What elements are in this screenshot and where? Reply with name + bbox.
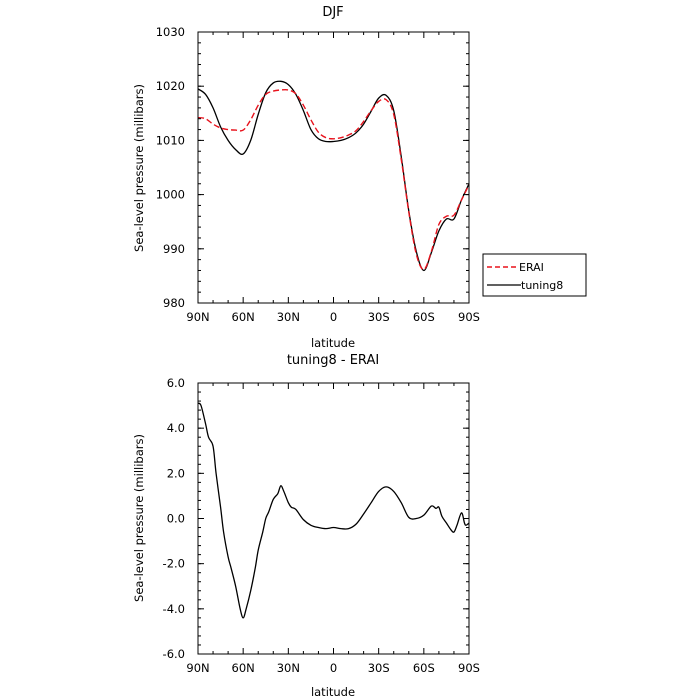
- x-tick-label: 90S: [458, 661, 480, 675]
- y-tick-label: 980: [163, 296, 185, 310]
- top-chart: DJF 90N 60N 30N 0 30S 60S 90S 980 990 1000 1010 10…: [132, 5, 587, 350]
- bottom-chart-title: tuning8 - ERAI: [287, 353, 379, 368]
- bottom-chart: tuning8 - ERAI 90N 60N 30N 0 30S 60S 90S -6.0 -…: [132, 353, 480, 699]
- bottom-plot-frame: [197, 382, 470, 655]
- legend-box: [482, 253, 587, 297]
- legend-label-tuning8: tuning8: [521, 279, 563, 292]
- y-tick-label: 990: [163, 242, 185, 256]
- x-tick-label: 30N: [277, 661, 300, 675]
- bottom-x-axis-label: latitude: [311, 685, 355, 699]
- top-x-axis-label: latitude: [311, 336, 355, 350]
- y-tick-label: 0.0: [167, 512, 185, 526]
- bottom-y-axis-label: Sea-level pressure (millibars): [132, 434, 146, 602]
- x-tick-label: 90N: [186, 310, 209, 324]
- x-tick-label: 60S: [413, 310, 435, 324]
- y-tick-label: 1020: [156, 79, 185, 93]
- x-tick-label: 0: [330, 310, 337, 324]
- y-tick-label: 2.0: [167, 466, 185, 480]
- legend: ERAI tuning8: [482, 253, 587, 297]
- series-line-difference-0: [197, 402, 470, 619]
- y-tick-label: -2.0: [163, 557, 185, 571]
- x-tick-label: 60N: [232, 310, 255, 324]
- y-tick-label: 1010: [156, 133, 185, 147]
- legend-label-erai: ERAI: [519, 261, 544, 274]
- x-tick-label: 30S: [368, 661, 390, 675]
- x-tick-label: 30S: [368, 310, 390, 324]
- y-tick-label: -6.0: [163, 647, 185, 661]
- x-tick-label: 30N: [277, 310, 300, 324]
- x-tick-label: 60N: [232, 661, 255, 675]
- series-line-erai: [197, 88, 470, 271]
- x-tick-label: 0: [330, 661, 337, 675]
- series-line-tuning8: [197, 80, 470, 272]
- y-tick-label: 6.0: [167, 376, 185, 390]
- x-tick-label: 90S: [458, 310, 480, 324]
- y-tick-label: 4.0: [167, 421, 185, 435]
- top-y-axis-label: Sea-level pressure (millibars): [132, 84, 146, 252]
- x-tick-label: 60S: [413, 661, 435, 675]
- y-tick-label: 1000: [156, 188, 185, 202]
- y-tick-label: 1030: [156, 25, 185, 39]
- y-tick-label: -4.0: [163, 602, 185, 616]
- x-tick-label: 90N: [186, 661, 209, 675]
- top-chart-title: DJF: [322, 5, 343, 20]
